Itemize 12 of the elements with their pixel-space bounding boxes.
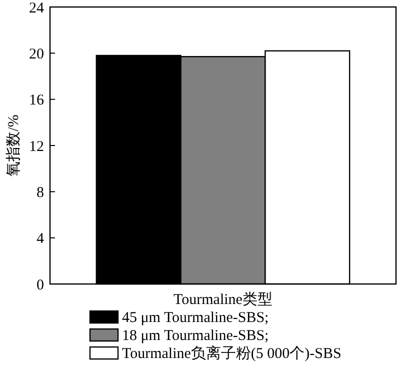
legend-label: Tourmaline负离子粉(5 000个)-SBS	[122, 345, 342, 362]
y-tick-label: 16	[29, 92, 44, 109]
y-tick-label: 20	[29, 46, 44, 62]
y-axis-title: 氧指数/%	[5, 114, 22, 176]
y-tick-label: 0	[36, 277, 44, 294]
legend-label: 18 μm Tourmaline-SBS;	[122, 328, 269, 344]
y-tick-label: 12	[29, 138, 44, 155]
y-tick-label: 24	[29, 0, 44, 16]
x-axis-title: Tourmaline类型	[174, 291, 272, 308]
legend-label: 45 μm Tourmaline-SBS;	[122, 310, 269, 326]
y-tick-label: 8	[36, 184, 44, 201]
y-tick-label: 4	[36, 231, 44, 248]
